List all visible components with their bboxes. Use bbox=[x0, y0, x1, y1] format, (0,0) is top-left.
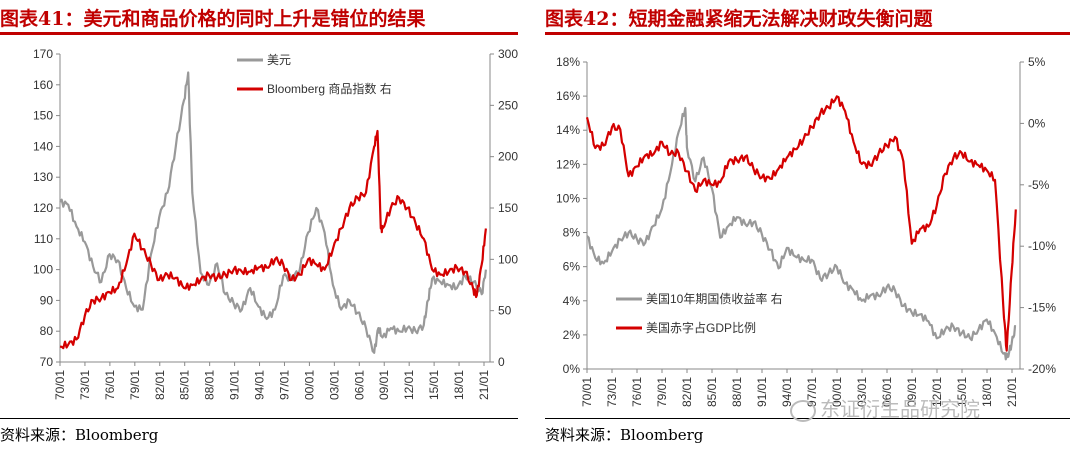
x-tick-label: 00/01 bbox=[830, 377, 844, 407]
source-rule bbox=[0, 418, 518, 419]
left-tick-label: 14% bbox=[556, 123, 580, 137]
x-tick-label: 97/01 bbox=[277, 370, 291, 400]
x-tick-label: 06/01 bbox=[352, 370, 366, 400]
left-tick-label: 80 bbox=[40, 324, 54, 338]
x-tick-label: 94/01 bbox=[780, 377, 794, 407]
right-tick-label: -5% bbox=[1028, 178, 1050, 192]
x-tick-label: 85/01 bbox=[178, 370, 192, 400]
watermark-text: 东证衍生品研究院 bbox=[820, 397, 980, 421]
right-tick-label: 5% bbox=[1028, 55, 1046, 69]
left-tick-label: 2% bbox=[563, 328, 581, 342]
x-tick-label: 12/01 bbox=[930, 377, 944, 407]
left-tick-label: 10% bbox=[556, 191, 580, 205]
right-tick-label: 50 bbox=[498, 304, 512, 318]
right-tick-label: 150 bbox=[498, 201, 518, 215]
legend-label: 美国赤字占GDP比例 bbox=[646, 320, 756, 335]
left-tick-label: 0% bbox=[563, 362, 581, 376]
title-rule bbox=[0, 32, 518, 35]
legend-label: 美元 bbox=[267, 53, 291, 67]
left-tick-label: 12% bbox=[556, 157, 580, 171]
left-tick-label: 110 bbox=[34, 232, 53, 246]
x-tick-label: 97/01 bbox=[805, 377, 819, 407]
right-tick-label: 0% bbox=[1028, 116, 1046, 130]
left-tick-label: 8% bbox=[563, 226, 581, 240]
yield-deficit-chart: 0% 2% 4% 6% 8% 10% 12% 14% 16% 18% -20% -15% -10% -5%… bbox=[556, 55, 1056, 407]
left-tick-label: 4% bbox=[563, 294, 581, 308]
x-tick-label: 09/01 bbox=[377, 370, 391, 400]
left-tick-label: 150 bbox=[33, 109, 53, 123]
x-tick-label: 79/01 bbox=[128, 370, 142, 400]
series-line bbox=[585, 95, 1017, 352]
watermark: 东证衍生品研究院 bbox=[790, 393, 980, 422]
right-tick-label: -20% bbox=[1028, 362, 1056, 376]
series-line bbox=[59, 71, 487, 354]
left-tick-label: 170 bbox=[33, 47, 53, 61]
legend-label: Bloomberg 商品指数 右 bbox=[267, 81, 392, 96]
left-tick-label: 120 bbox=[33, 201, 53, 215]
left-tick-label: 160 bbox=[33, 78, 53, 92]
x-tick-label: 82/01 bbox=[153, 370, 167, 400]
x-tick-label: 70/01 bbox=[580, 377, 594, 407]
x-tick-label: 73/01 bbox=[605, 377, 619, 407]
x-tick-label: 12/01 bbox=[402, 370, 416, 400]
x-tick-label: 94/01 bbox=[253, 370, 267, 400]
source-note: 资料来源：Bloomberg bbox=[0, 426, 159, 444]
dollar-commodity-chart: 70 80 90 100 110 120 130 140 150 160 170 0 50 100 150 2… bbox=[33, 47, 518, 400]
x-tick-label: 06/01 bbox=[880, 377, 894, 407]
x-tick-label: 09/01 bbox=[905, 377, 919, 407]
x-tick-label: 18/01 bbox=[452, 370, 466, 400]
x-tick-label: 73/01 bbox=[78, 370, 92, 400]
series-line bbox=[586, 106, 1017, 361]
x-tick-label: 03/01 bbox=[327, 370, 341, 400]
x-tick-label: 21/01 bbox=[477, 370, 491, 400]
right-tick-label: -10% bbox=[1028, 239, 1056, 253]
left-tick-label: 16% bbox=[556, 89, 580, 103]
right-tick-label: 0 bbox=[498, 355, 505, 369]
title-rule bbox=[545, 32, 1070, 35]
left-tick-label: 140 bbox=[33, 139, 53, 153]
left-tick-label: 6% bbox=[563, 260, 581, 274]
left-tick-label: 18% bbox=[556, 55, 580, 69]
x-tick-label: 18/01 bbox=[980, 377, 994, 407]
x-tick-label: 03/01 bbox=[855, 377, 869, 407]
x-tick-label: 85/01 bbox=[705, 377, 719, 407]
right-tick-label: 100 bbox=[498, 252, 518, 266]
left-tick-label: 90 bbox=[40, 293, 54, 307]
x-tick-label: 76/01 bbox=[103, 370, 117, 400]
x-tick-label: 76/01 bbox=[630, 377, 644, 407]
chart-title: 图表42：短期金融紧缩无法解决财政失衡问题 bbox=[545, 8, 933, 30]
x-tick-label: 70/01 bbox=[53, 370, 67, 400]
x-tick-label: 91/01 bbox=[755, 377, 769, 407]
left-tick-label: 130 bbox=[33, 170, 53, 184]
legend-label: 美国10年期国债收益率 右 bbox=[646, 291, 783, 306]
wechat-icon bbox=[790, 399, 816, 422]
x-tick-label: 00/01 bbox=[302, 370, 316, 400]
left-panel: 图表41：美元和商品价格的同时上升是错位的结果 70 80 90 100 110 120 1… bbox=[0, 0, 530, 459]
right-tick-label: 300 bbox=[498, 47, 518, 61]
chart-title: 图表41：美元和商品价格的同时上升是错位的结果 bbox=[0, 8, 426, 30]
left-tick-label: 100 bbox=[33, 263, 53, 277]
x-tick-label: 15/01 bbox=[427, 370, 441, 400]
right-panel: 图表42：短期金融紧缩无法解决财政失衡问题 0% 2% 4% 6% 8% 10% 12% 14… bbox=[545, 0, 1080, 459]
x-tick-label: 82/01 bbox=[680, 377, 694, 407]
x-tick-label: 88/01 bbox=[730, 377, 744, 407]
right-tick-label: 200 bbox=[498, 150, 518, 164]
x-tick-label: 79/01 bbox=[655, 377, 669, 407]
x-tick-label: 88/01 bbox=[203, 370, 217, 400]
x-tick-label: 15/01 bbox=[955, 377, 969, 407]
left-tick-label: 70 bbox=[40, 355, 54, 369]
series-line bbox=[59, 129, 487, 350]
x-tick-label: 91/01 bbox=[228, 370, 242, 400]
right-tick-label: 250 bbox=[498, 98, 518, 112]
source-note: 资料来源：Bloomberg bbox=[545, 426, 704, 444]
right-tick-label: -15% bbox=[1028, 301, 1056, 315]
x-tick-label: 21/01 bbox=[1005, 377, 1019, 407]
